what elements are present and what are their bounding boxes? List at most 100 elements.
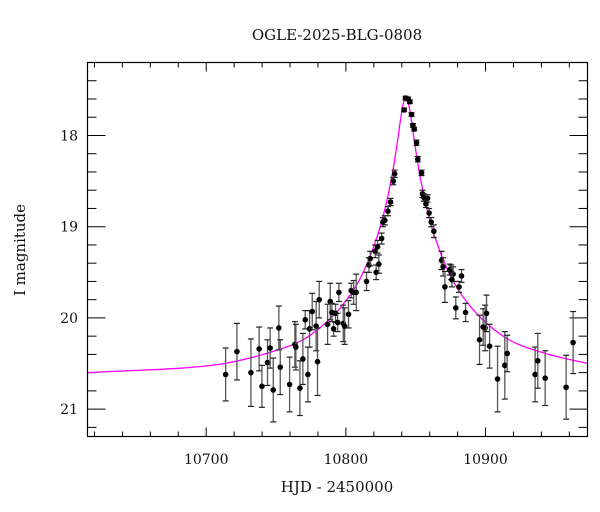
data-point xyxy=(378,232,385,245)
point-marker xyxy=(494,376,501,382)
data-point xyxy=(363,271,370,292)
point-marker xyxy=(483,310,490,317)
point-marker xyxy=(462,309,469,316)
point-marker xyxy=(407,98,413,105)
chart-title: OGLE-2025-BLG-0808 xyxy=(252,26,422,44)
point-marker xyxy=(391,170,398,177)
data-point xyxy=(299,332,306,386)
data-point xyxy=(302,310,309,330)
point-marker xyxy=(374,243,381,250)
data-point xyxy=(330,320,337,337)
data-point xyxy=(296,360,303,417)
data-point xyxy=(341,307,348,345)
data-point xyxy=(408,111,415,118)
data-point xyxy=(430,224,437,239)
point-marker xyxy=(476,337,483,343)
data-point xyxy=(314,327,321,397)
data-point xyxy=(486,323,493,369)
data-point xyxy=(313,300,320,352)
point-marker xyxy=(449,276,455,283)
data-point xyxy=(534,332,541,389)
point-marker xyxy=(222,371,229,378)
data-point xyxy=(401,107,408,113)
point-marker xyxy=(248,369,254,376)
data-point xyxy=(375,254,382,274)
y-tick-label: 18 xyxy=(60,128,78,144)
data-point xyxy=(247,338,254,407)
data-point xyxy=(275,305,282,351)
axis-ticks xyxy=(87,62,588,437)
point-marker xyxy=(309,308,316,315)
data-point xyxy=(542,350,549,407)
data-point xyxy=(270,357,277,423)
point-marker xyxy=(440,264,446,270)
point-marker xyxy=(366,262,372,268)
data-point xyxy=(222,347,229,402)
data-point xyxy=(406,98,413,105)
point-marker xyxy=(534,357,541,364)
point-marker xyxy=(423,201,429,207)
data-point xyxy=(258,364,265,408)
data-point xyxy=(304,346,311,403)
point-marker xyxy=(486,343,493,349)
point-marker xyxy=(431,228,437,235)
point-marker xyxy=(408,111,415,118)
y-axis-label: I magnitude xyxy=(11,204,29,296)
point-marker xyxy=(259,383,265,390)
point-marker xyxy=(385,208,391,214)
data-point xyxy=(462,302,469,323)
point-marker xyxy=(428,219,435,225)
point-marker xyxy=(234,348,240,355)
data-point xyxy=(391,169,398,179)
data-point xyxy=(335,282,342,303)
data-point xyxy=(256,326,263,372)
point-marker xyxy=(353,289,360,296)
point-marker xyxy=(300,356,306,362)
point-marker xyxy=(267,345,273,351)
data-point xyxy=(414,155,421,163)
y-tick-label: 21 xyxy=(60,402,78,418)
x-tick-label: 10900 xyxy=(463,452,508,468)
point-marker xyxy=(270,387,277,393)
data-point xyxy=(345,299,352,329)
data-point xyxy=(563,354,570,420)
point-marker xyxy=(293,344,299,350)
point-marker xyxy=(324,321,331,328)
point-marker xyxy=(415,156,421,162)
point-marker xyxy=(426,210,432,216)
point-marker xyxy=(390,178,397,184)
point-marker xyxy=(382,217,388,224)
data-point xyxy=(448,271,455,288)
data-point xyxy=(353,273,360,312)
point-marker xyxy=(563,384,569,391)
data-point xyxy=(418,169,425,177)
point-marker xyxy=(367,255,373,262)
x-tick-label: 10800 xyxy=(324,452,369,468)
data-point xyxy=(309,292,316,331)
data-point xyxy=(340,304,347,343)
point-marker xyxy=(542,375,548,381)
data-point xyxy=(387,197,394,207)
point-marker xyxy=(314,358,321,365)
data-point xyxy=(476,314,483,366)
point-marker xyxy=(401,107,407,113)
data-point xyxy=(334,312,341,333)
point-marker xyxy=(277,364,284,370)
point-marker xyxy=(502,362,508,369)
point-marker xyxy=(330,326,337,332)
data-point xyxy=(458,268,465,283)
data-point xyxy=(267,327,274,369)
data-point xyxy=(504,334,511,373)
point-marker xyxy=(334,319,341,326)
point-marker xyxy=(256,346,262,352)
data-point xyxy=(324,303,331,345)
data-point xyxy=(570,310,577,375)
data-point xyxy=(316,280,323,319)
point-marker xyxy=(504,350,510,357)
data-point xyxy=(501,330,508,400)
point-marker xyxy=(276,325,282,331)
x-tick-label: 10700 xyxy=(184,452,229,468)
point-marker xyxy=(264,359,271,366)
point-marker xyxy=(456,284,462,290)
